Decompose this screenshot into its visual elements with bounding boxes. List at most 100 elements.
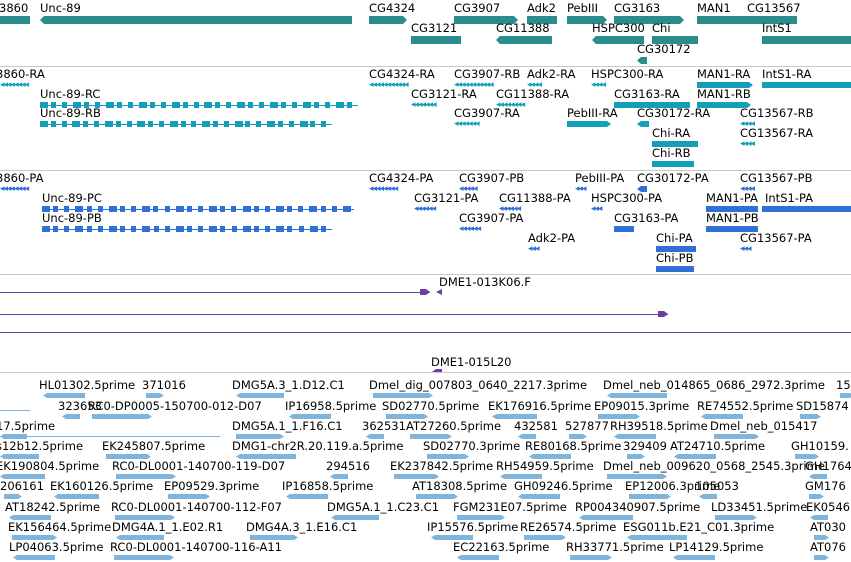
est-label: IP16858.5prime	[282, 479, 374, 493]
protein-exon	[164, 226, 170, 232]
protein-exon	[131, 206, 137, 212]
mrna-exon	[288, 121, 294, 127]
mrna-exon	[226, 102, 232, 108]
est-label: RC0-DL0001-140700-119-D07	[112, 459, 286, 473]
est-label: AT27260.5prime	[406, 419, 502, 433]
protein-exon	[298, 226, 304, 232]
track-divider	[0, 170, 851, 171]
mrna-exon	[61, 102, 67, 108]
mrna-arrow-glyph: ◂◂◂◂	[740, 139, 755, 149]
mrna-label: MAN1-RB	[697, 87, 751, 101]
mrna-exon	[149, 102, 155, 108]
protein-exon	[320, 206, 326, 212]
mrna-label: HSPC300-RA	[591, 67, 664, 81]
gene-label: Adk2	[527, 1, 556, 15]
est-label: RC0-DL0001-140700-116-A11	[110, 540, 282, 554]
protein-glyph	[656, 246, 696, 252]
protein-exon	[342, 206, 351, 212]
est-glyph	[373, 393, 433, 398]
est-glyph	[0, 474, 45, 479]
est-glyph	[673, 555, 715, 560]
est-glyph	[13, 555, 55, 560]
gene-label: CG3163	[614, 1, 661, 15]
mrna-label: CG11388-RA	[496, 87, 570, 101]
protein-glyph	[706, 206, 758, 212]
gene-glyph	[40, 16, 352, 24]
mrna-exon	[116, 102, 122, 108]
protein-exon	[86, 206, 92, 212]
mrna-label: Chi-RB	[652, 146, 691, 160]
protein-arrow-glyph: ◂◂◂◂◂◂◂◂	[369, 184, 398, 194]
track-divider	[0, 372, 851, 373]
track-divider	[0, 66, 851, 67]
est-label: 15	[836, 378, 851, 392]
est-glyph	[457, 515, 505, 520]
est-label: 206161	[0, 479, 44, 493]
est-label: RH33771.5prime	[566, 540, 664, 554]
protein-exon	[198, 226, 204, 232]
est-label: EK245807.5prime	[102, 439, 206, 453]
est-label: DMG5A.1_1.C23.C1	[327, 500, 440, 514]
est-glyph	[289, 414, 331, 419]
est-label: RH39518.5prime	[610, 419, 708, 433]
protein-label: HSPC300-PA	[591, 191, 663, 205]
mrna-exon	[137, 121, 146, 127]
gene-glyph	[411, 36, 461, 44]
protein-exon	[209, 226, 218, 232]
bac-clone-end	[432, 369, 442, 372]
mrna-exon	[256, 121, 262, 127]
protein-exon	[265, 226, 271, 232]
est-glyph	[330, 474, 348, 479]
est-label: SD02770.5prime	[382, 399, 480, 413]
mrna-exon	[267, 121, 276, 127]
est-glyph	[62, 414, 80, 419]
mrna-label: PebIII-RA	[567, 106, 618, 120]
mrna-glyph	[762, 82, 851, 88]
gene-glyph	[637, 57, 647, 64]
mrna-exon	[223, 121, 229, 127]
est-glyph	[714, 434, 759, 439]
est-glyph	[106, 454, 151, 459]
protein-label: Adk2-PA	[528, 231, 576, 245]
mrna-label: MAN1-RA	[697, 67, 751, 81]
est-label: DMG4A.3_1.E16.C1	[246, 520, 358, 534]
mrna-exon	[193, 102, 199, 108]
mrna-label: 3860-RA	[0, 67, 45, 81]
est-label: GH09246.5prime	[514, 479, 613, 493]
gene-glyph	[454, 16, 518, 24]
mrna-arrow-glyph: ◂◂◂◂◂◂◂◂◂◂◂	[369, 80, 409, 90]
gene-label: CG30172	[637, 42, 691, 56]
protein-exon	[276, 226, 285, 232]
gene-label: PebIII	[567, 1, 599, 15]
protein-exon	[75, 226, 84, 232]
protein-label: IntS1-PA	[765, 191, 814, 205]
protein-exon	[153, 226, 159, 232]
protein-exon	[175, 226, 184, 232]
protein-exon	[231, 226, 237, 232]
est-alignment-line	[0, 410, 30, 411]
mrna-exon	[126, 121, 132, 127]
mrna-exon	[83, 121, 89, 127]
est-glyph	[840, 393, 851, 398]
protein-exon	[264, 206, 270, 212]
gene-glyph	[592, 36, 644, 44]
mrna-exon	[321, 121, 327, 127]
est-label: GM176	[805, 479, 846, 493]
est-label: LP14129.5prime	[669, 540, 764, 554]
mrna-exon	[314, 102, 320, 108]
est-glyph	[236, 454, 296, 459]
protein-exon	[97, 206, 103, 212]
bac-clone-end	[658, 311, 668, 317]
mrna-exon	[171, 102, 180, 108]
est-glyph	[627, 535, 687, 540]
est-glyph	[54, 494, 99, 499]
gene-label: Unc-89	[40, 1, 81, 15]
est-glyph	[92, 414, 152, 419]
est-glyph	[598, 414, 640, 419]
est-glyph	[795, 454, 819, 459]
protein-label: MAN1-PA	[706, 191, 758, 205]
est-label: AT18242.5prime	[5, 500, 101, 514]
est-label: EP12006.3prime	[625, 479, 721, 493]
est-label: IP16958.5prime	[285, 399, 377, 413]
protein-label: CG13567-PA	[740, 231, 812, 245]
